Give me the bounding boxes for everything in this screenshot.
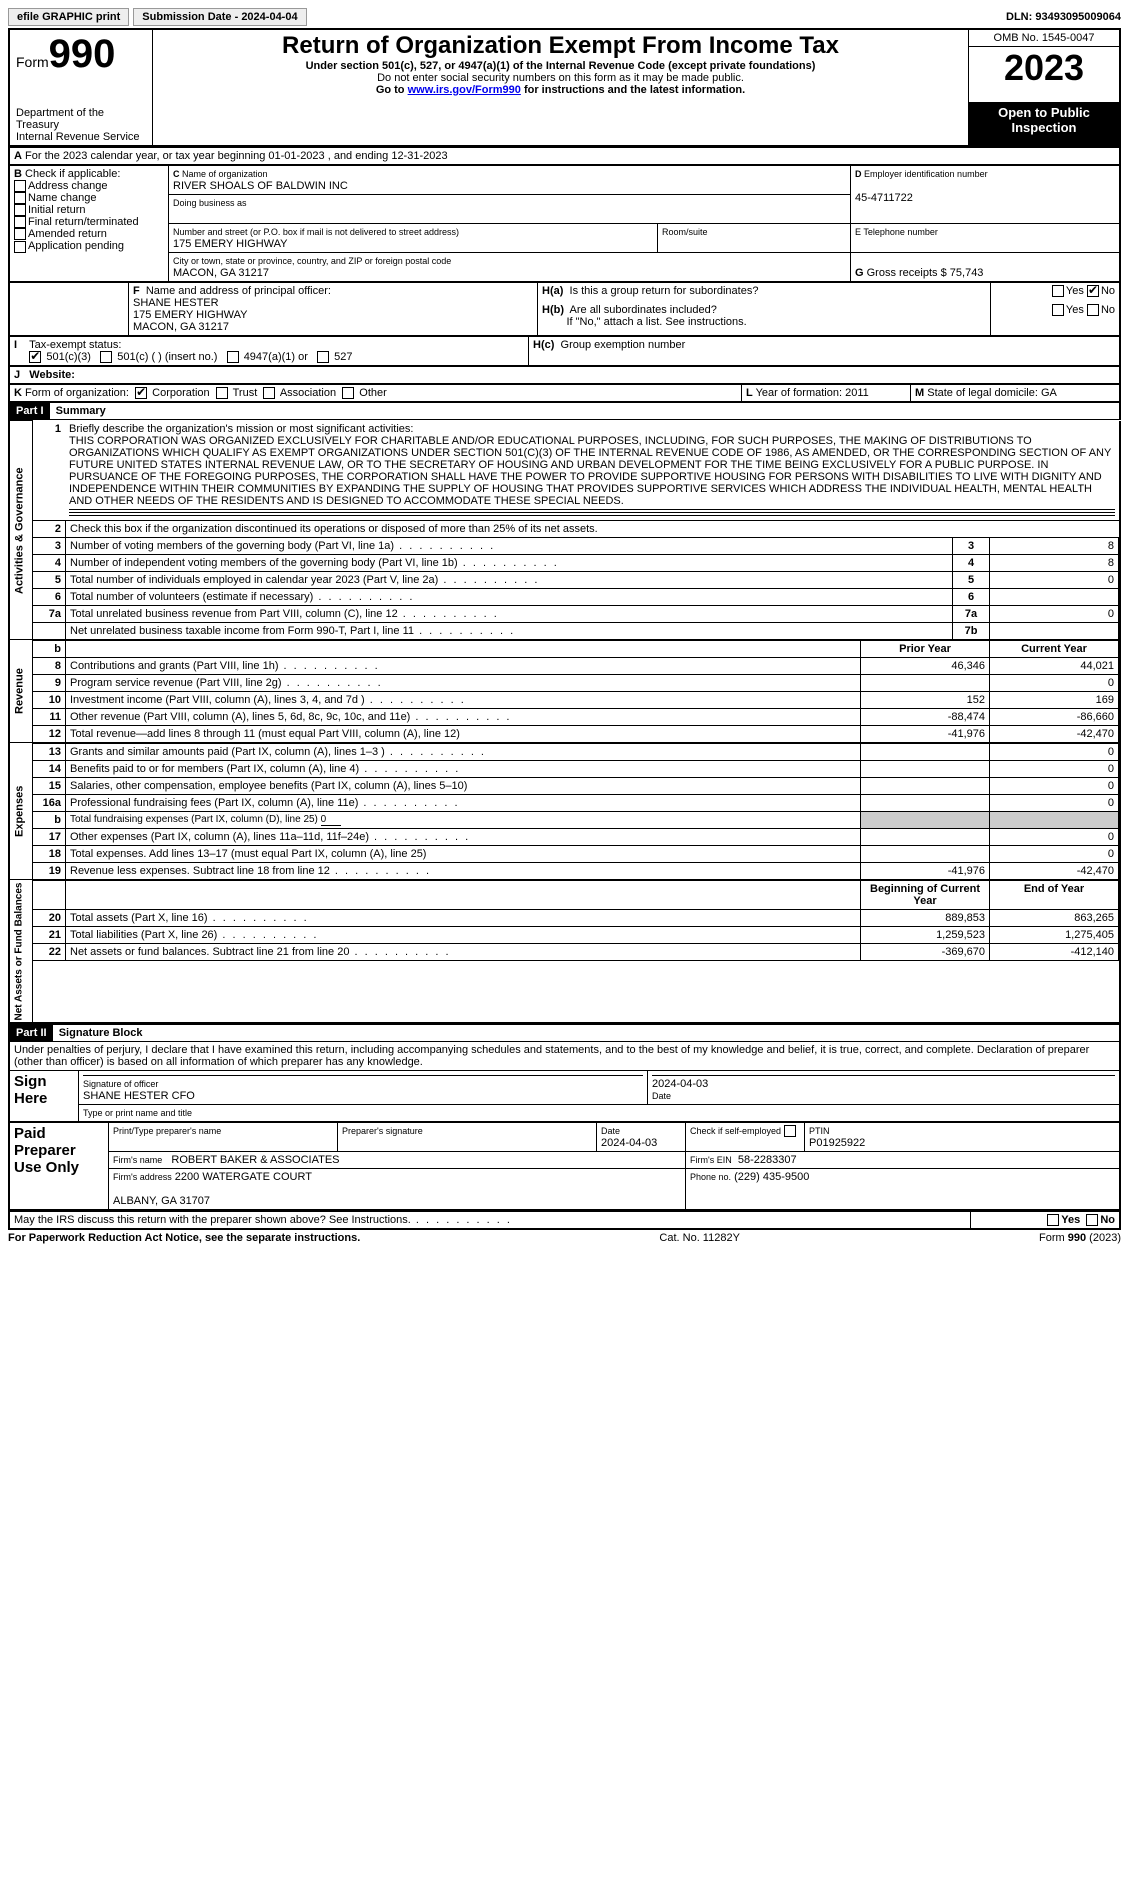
paid-preparer: Paid Preparer Use Only <box>9 1123 109 1211</box>
sign-here: Sign Here <box>9 1071 79 1122</box>
perjury-declaration: Under penalties of perjury, I declare th… <box>8 1042 1121 1070</box>
state-domicile: GA <box>1041 387 1057 399</box>
return-title: Return of Organization Exempt From Incom… <box>159 32 962 60</box>
part2-title: Signature Block <box>59 1027 143 1039</box>
org-city: MACON, GA 31217 <box>173 267 269 279</box>
officer-name: SHANE HESTER <box>133 297 219 309</box>
side-netassets: Net Assets or Fund Balances <box>9 880 33 1024</box>
part1-header: Part I <box>10 403 50 419</box>
cb-501c3[interactable] <box>29 351 41 363</box>
firm-name: ROBERT BAKER & ASSOCIATES <box>171 1154 339 1166</box>
open-inspection: Open to Public Inspection <box>969 103 1121 146</box>
omb-number: OMB No. 1545-0047 <box>969 30 1119 47</box>
firm-phone: (229) 435-9500 <box>734 1171 809 1183</box>
dln-text: DLN: 93493095009064 <box>1006 11 1121 23</box>
form-id-footer: Form 990 (2023) <box>1039 1232 1121 1244</box>
ssn-note: Do not enter social security numbers on … <box>159 72 962 84</box>
part1-title: Summary <box>56 405 106 417</box>
firm-ein: 58-2283307 <box>738 1154 797 1166</box>
phone-label: E Telephone number <box>855 227 938 237</box>
top-bar: efile GRAPHIC print Submission Date - 20… <box>8 8 1121 26</box>
sign-date: 2024-04-03 <box>652 1078 708 1090</box>
form-header: Form990 Department of the Treasury Inter… <box>8 28 1121 147</box>
b-label: Check if applicable: <box>25 168 120 180</box>
org-info-block: B Check if applicable: Address change Na… <box>8 165 1121 282</box>
page-footer: For Paperwork Reduction Act Notice, see … <box>8 1232 1121 1244</box>
cb-discuss-no[interactable] <box>1086 1214 1098 1226</box>
ein-value: 45-4711722 <box>855 192 913 204</box>
irs-link[interactable]: www.irs.gov/Form990 <box>408 84 521 96</box>
tax-year: 2023 <box>1004 47 1084 88</box>
gross-receipts: 75,743 <box>950 267 984 279</box>
discuss-question: May the IRS discuss this return with the… <box>9 1212 971 1230</box>
return-subtitle: Under section 501(c), 527, or 4947(a)(1)… <box>159 60 962 72</box>
form-number: Form990 <box>16 32 146 77</box>
cb-discuss-yes[interactable] <box>1047 1214 1059 1226</box>
submission-date-button[interactable]: Submission Date - 2024-04-04 <box>133 8 306 26</box>
efile-button[interactable]: efile GRAPHIC print <box>8 8 129 26</box>
officer-signature: SHANE HESTER CFO <box>83 1090 195 1102</box>
dept-treasury: Department of the Treasury <box>16 107 146 131</box>
org-address: 175 EMERY HIGHWAY <box>173 238 288 250</box>
dept-irs: Internal Revenue Service <box>16 131 146 143</box>
org-name: RIVER SHOALS OF BALDWIN INC <box>173 180 348 192</box>
mission-text: THIS CORPORATION WAS ORGANIZED EXCLUSIVE… <box>69 435 1111 507</box>
line-a: A For the 2023 calendar year, or tax yea… <box>9 148 1120 165</box>
side-activities: Activities & Governance <box>9 421 33 640</box>
ptin-value: P01925922 <box>809 1137 865 1149</box>
goto-note: Go to www.irs.gov/Form990 for instructio… <box>159 84 962 96</box>
side-revenue: Revenue <box>9 640 33 743</box>
cb-corporation[interactable] <box>135 387 147 399</box>
part2-header: Part II <box>10 1025 53 1041</box>
year-formation: 2011 <box>845 387 869 399</box>
val-3: 8 <box>990 537 1119 554</box>
side-expenses: Expenses <box>9 743 33 880</box>
